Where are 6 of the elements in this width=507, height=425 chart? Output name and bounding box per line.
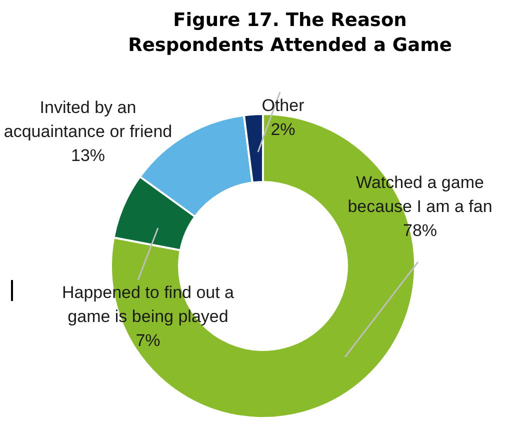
- slice-label: Invited by an acquaintance or friend: [4, 98, 172, 141]
- slice-label: Other: [262, 96, 305, 115]
- chart-title: Figure 17. The Reason Respondents Attended a Game: [128, 10, 452, 56]
- data-label: 7%: [136, 331, 160, 350]
- data-label: 13%: [70, 146, 106, 165]
- data-label: 2%: [270, 120, 296, 139]
